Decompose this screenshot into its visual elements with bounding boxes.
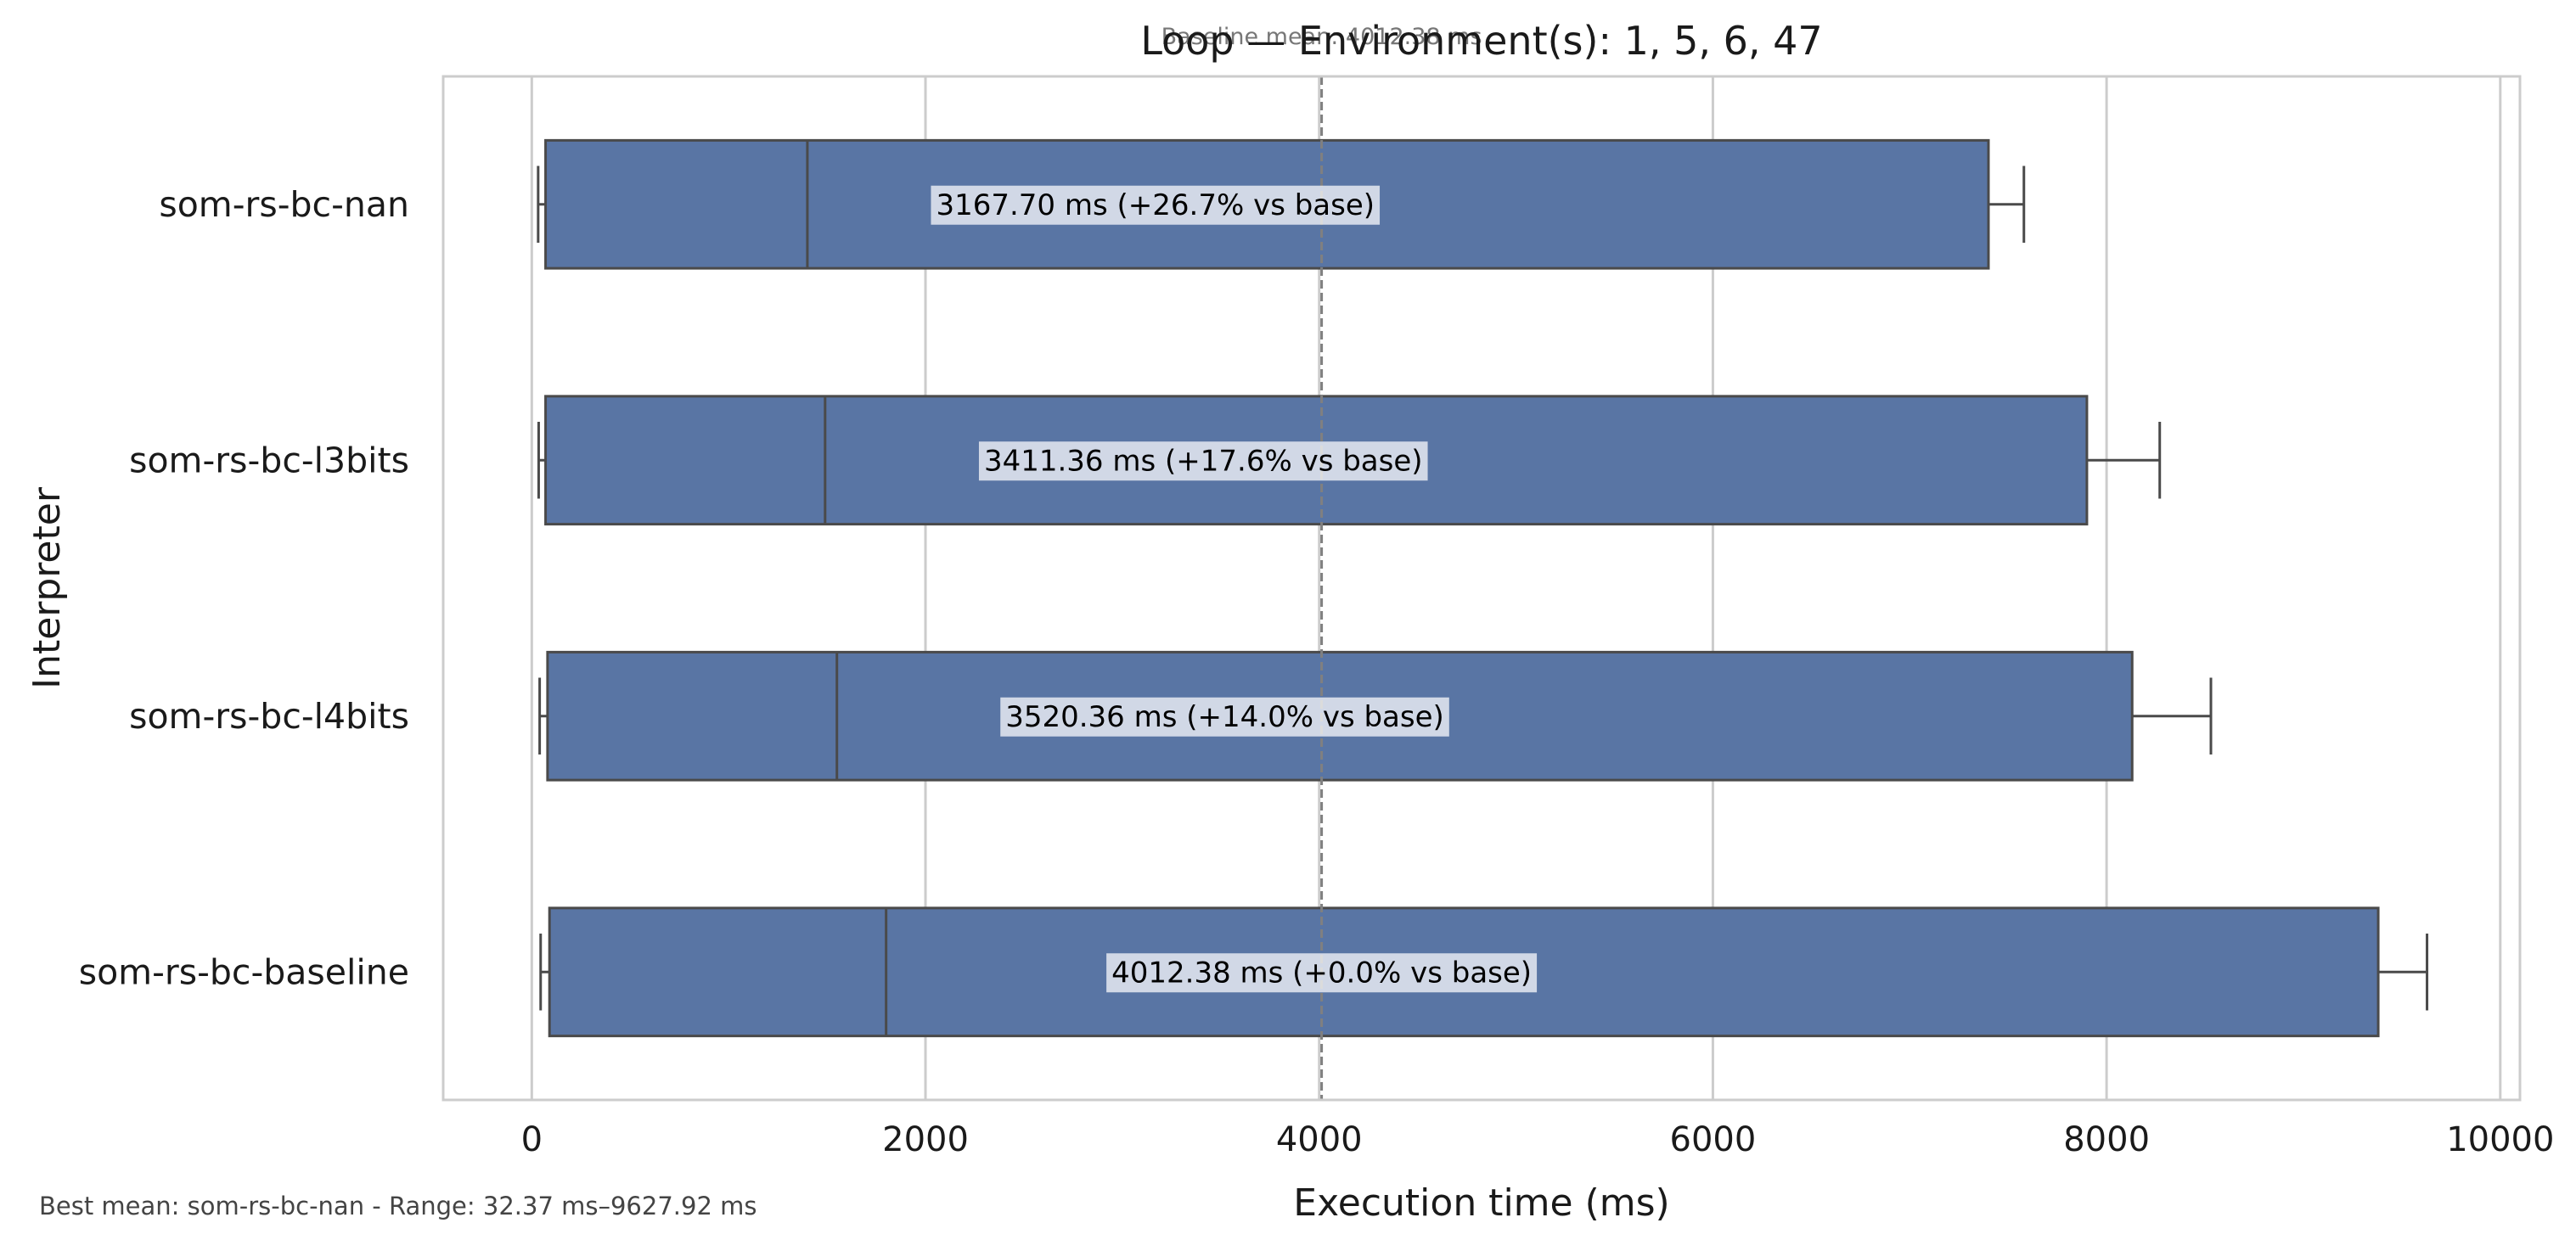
mean-value-label-background — [1106, 953, 1538, 993]
chart-title: Loop — Environment(s): 1, 5, 6, 47 — [1140, 18, 1822, 64]
mean-value-label-background — [1000, 697, 1449, 737]
mean-value-label: 4012.38 ms (+0.0% vs base) — [1111, 956, 1532, 990]
x-tick-label: 8000 — [2063, 1120, 2150, 1159]
mean-value-label: 3167.70 ms (+26.7% vs base) — [936, 188, 1375, 222]
y-tick-label: som-rs-bc-baseline — [79, 951, 409, 992]
boxes — [537, 138, 2429, 1038]
x-tick-label: 10000 — [2446, 1120, 2554, 1159]
baseline-mean-label: Baseline mean: 4012.38 ms — [1161, 24, 1482, 50]
y-tick-label: som-rs-bc-l4bits — [129, 696, 409, 737]
value-labels: 3167.70 ms (+26.7% vs base) 3411.36 ms (+… — [931, 185, 1538, 993]
plot-frame — [442, 75, 2522, 1102]
mean-value-label-background — [978, 441, 1428, 481]
x-tick-label: 6000 — [1670, 1120, 1757, 1159]
x-axis-label: Execution time (ms) — [1293, 1181, 1669, 1225]
x-tick-label: 0 — [521, 1120, 543, 1159]
y-tick-label: som-rs-bc-l3bits — [129, 440, 409, 480]
x-tick-label: 2000 — [882, 1120, 969, 1159]
mean-value-label-background — [931, 185, 1381, 225]
x-tick-label: 4000 — [1276, 1120, 1363, 1159]
mean-value-label: 3411.36 ms (+17.6% vs base) — [984, 444, 1423, 478]
y-axis-label: Interpreter — [25, 486, 69, 689]
mean-value-label: 3520.36 ms (+14.0% vs base) — [1005, 700, 1444, 734]
y-tick-label: som-rs-bc-nan — [159, 184, 409, 225]
axis-ticks: 0 2000 4000 6000 8000 10000 som-rs-bc-nan som-r… — [79, 184, 2555, 1159]
summary-note: Best mean: som-rs-bc-nan - Range: 32.37 … — [39, 1192, 757, 1220]
